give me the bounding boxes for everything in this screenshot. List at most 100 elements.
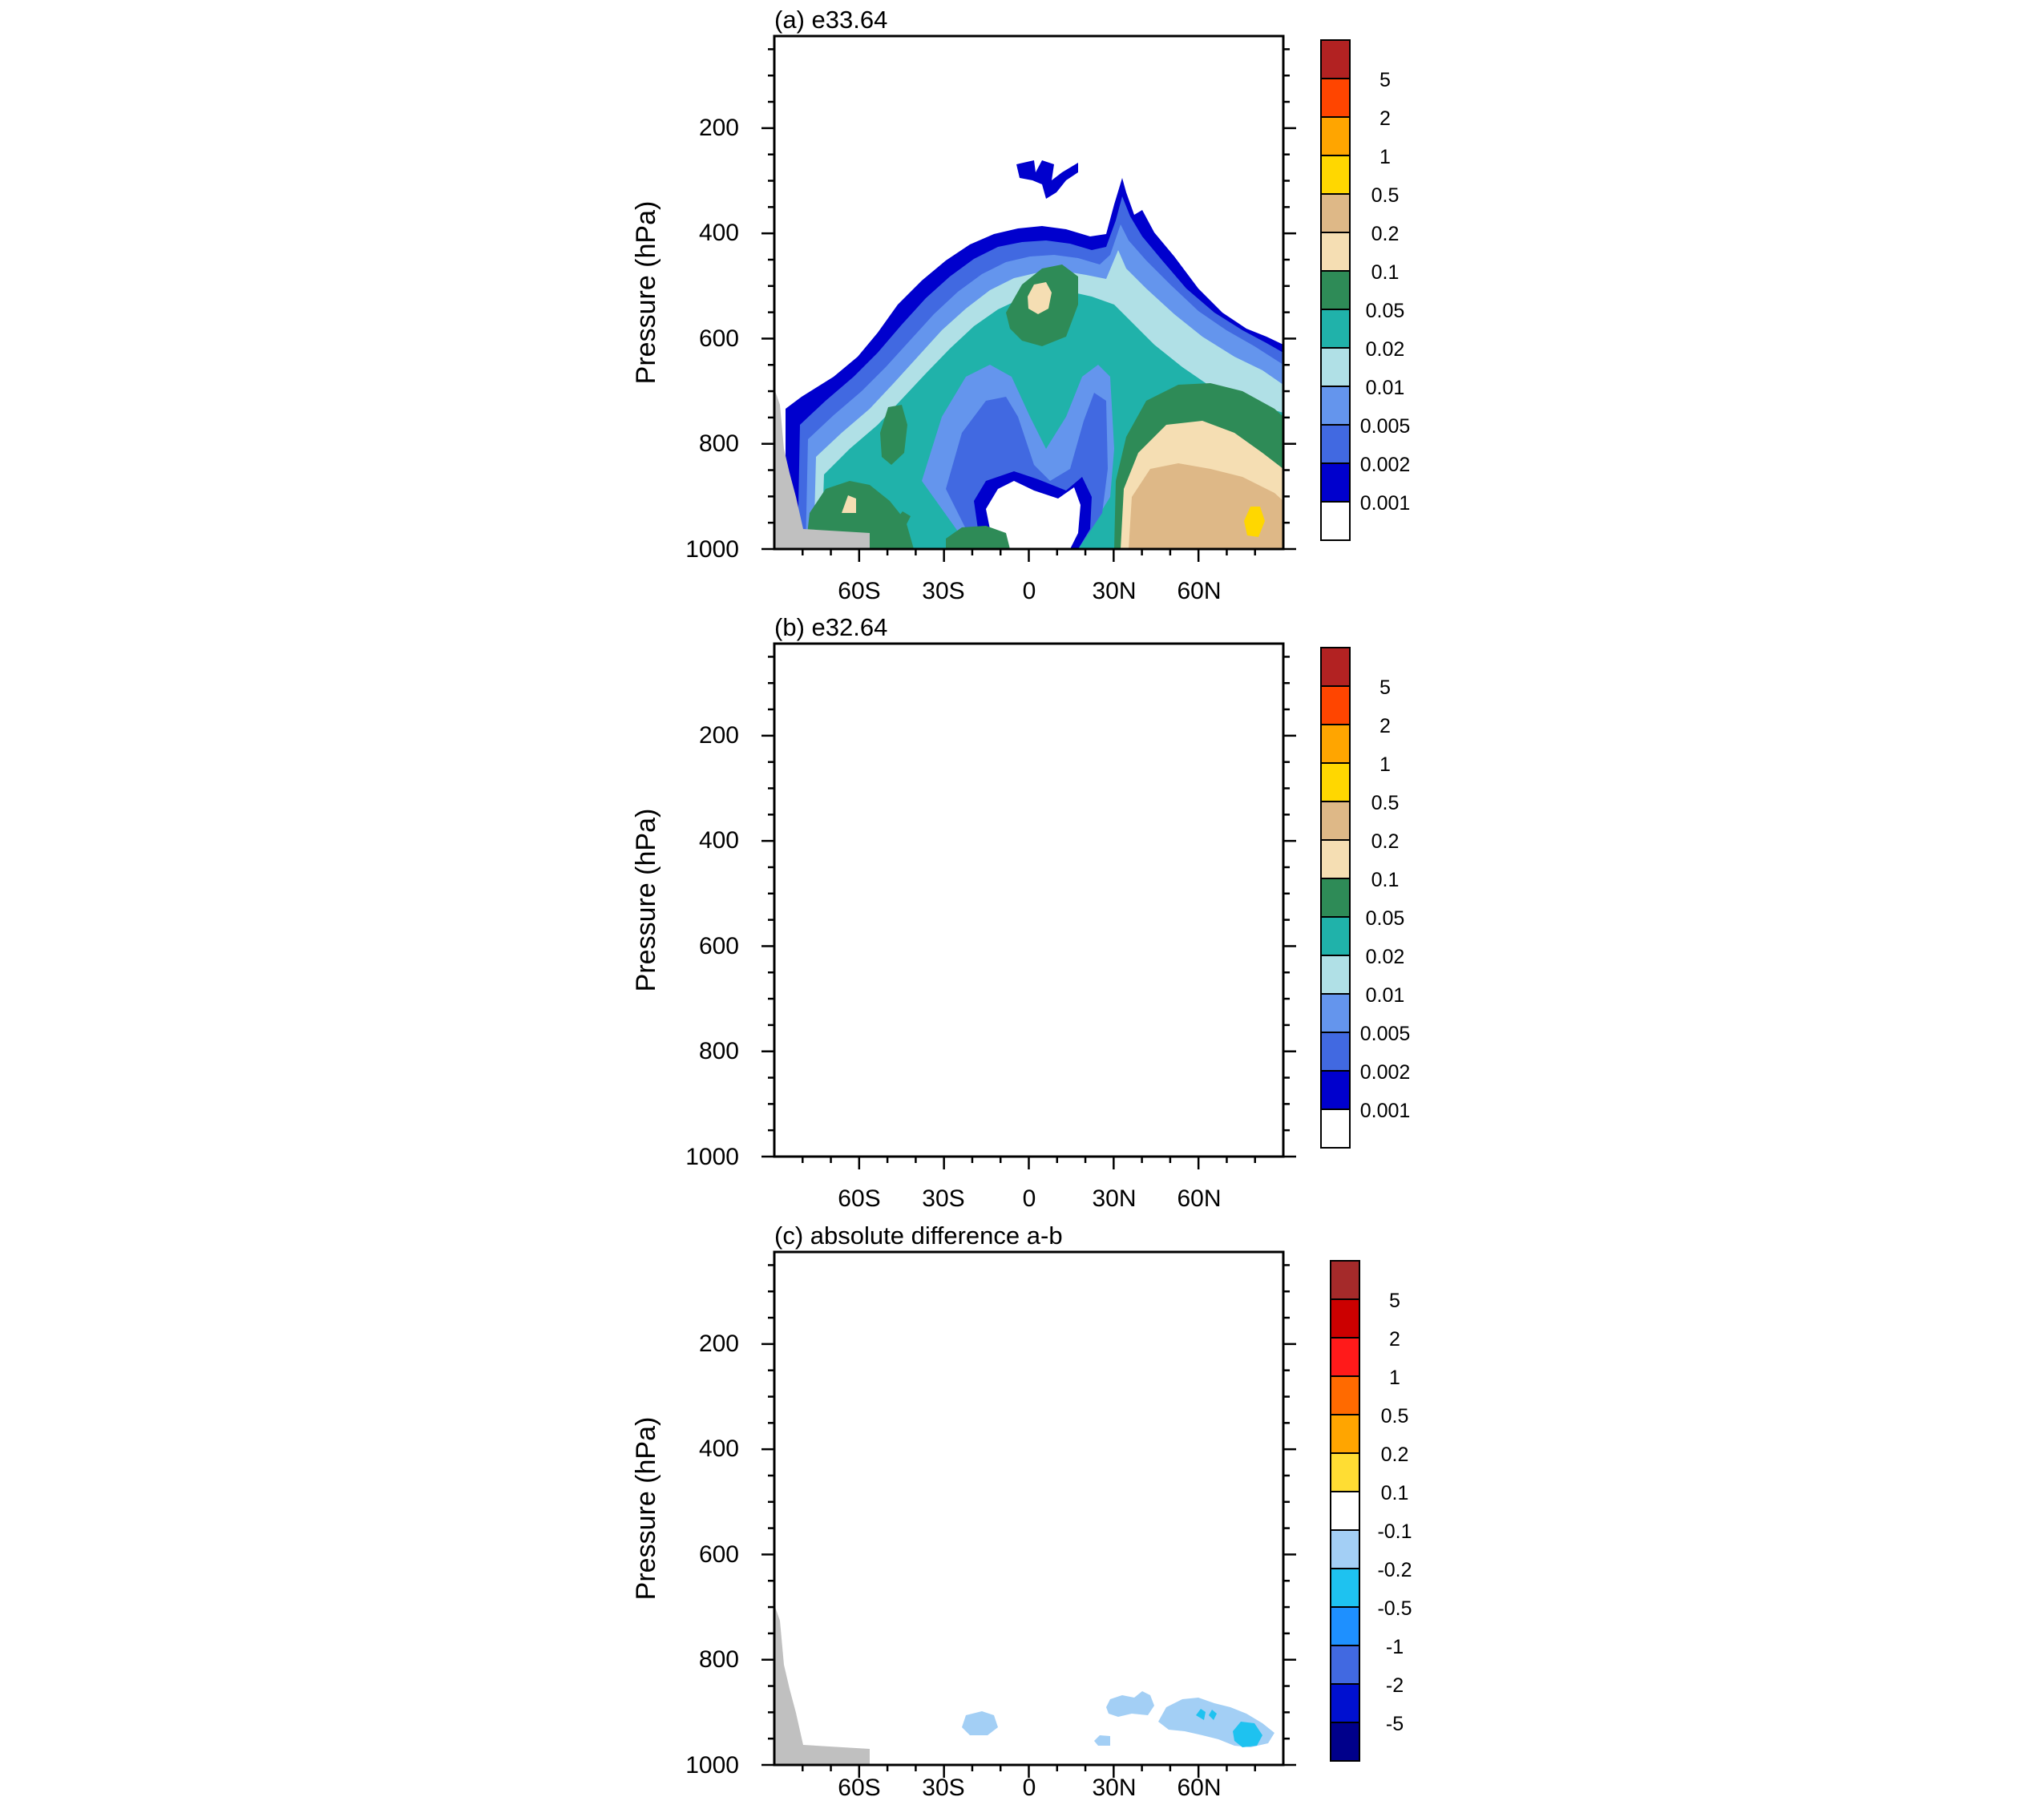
contour-a-strat-blob (1016, 160, 1078, 199)
panel-c-xticklabels: 60S 30S 0 30N 60N (838, 1775, 1221, 1801)
ytick-label: 200 (699, 1331, 739, 1357)
colorbar-label: 1 (1379, 753, 1391, 776)
panel-c-contours (774, 1605, 1274, 1765)
panel-b-colorbar-labels: 5 2 1 0.5 0.2 0.1 0.05 0.02 0.01 0.005 0… (1360, 676, 1411, 1122)
panel-a-title: (a) e33.64 (774, 6, 887, 34)
xtick-label: 60N (1177, 578, 1221, 604)
ytick-label: 400 (699, 1436, 739, 1462)
diff-c-north-core-3 (1209, 1710, 1217, 1720)
colorbar-swatch (1320, 955, 1351, 995)
diff-c-south (962, 1711, 998, 1735)
panel-a-xticklabels: 60S 30S 0 30N 60N (838, 578, 1221, 604)
diff-c-north-core-2 (1196, 1709, 1206, 1720)
ytick-label: 600 (699, 933, 739, 959)
panel-c-title: (c) absolute difference a-b (774, 1222, 1063, 1250)
colorbar-swatch (1330, 1375, 1360, 1415)
colorbar-swatch (1330, 1491, 1360, 1531)
colorbar-swatch (1320, 155, 1351, 195)
contour-b-0.05-strip (1113, 824, 1124, 860)
contour-b-0.002 (798, 796, 1283, 1157)
ytick-label: 1000 (685, 536, 739, 563)
colorbar-label: 0.001 (1360, 1100, 1411, 1122)
panel-b-title: (b) e32.64 (774, 613, 887, 641)
xtick-label: 30S (922, 1775, 964, 1801)
ytick-label: 400 (699, 827, 739, 854)
colorbar-swatch (1320, 424, 1351, 464)
colorbar-swatch (1320, 501, 1351, 541)
panel-a-ticks (761, 48, 1296, 562)
contour-b-0.05-top (1012, 874, 1060, 935)
contour-a-terrain (774, 389, 870, 549)
panel-c-colorbar (1330, 1260, 1360, 1762)
colorbar-label: -0.2 (1377, 1559, 1412, 1581)
colorbar-label: 0.05 (1366, 907, 1405, 930)
colorbar-swatch (1320, 839, 1351, 879)
colorbar-label: 0.005 (1360, 1023, 1411, 1045)
ytick-label: 800 (699, 1646, 739, 1673)
contour-a-0.05-blob-sfc (946, 526, 1010, 549)
colorbar-label: 2 (1379, 715, 1391, 737)
colorbar-label: 0.01 (1366, 984, 1405, 1007)
colorbar-swatch (1330, 1568, 1360, 1608)
panel-c-colorbar-labels: 5 2 1 0.5 0.2 0.1 -0.1 -0.2 -0.5 -1 -2 -… (1377, 1290, 1412, 1735)
panel-b-colorbar (1320, 647, 1351, 1149)
contour-b-0.005 (806, 826, 1283, 1157)
contour-a-dry-core (986, 481, 1081, 549)
colorbar-label: 0.1 (1371, 261, 1400, 284)
diff-c-north-1 (1106, 1691, 1154, 1717)
xtick-label: 60S (838, 578, 880, 604)
colorbar-label: -5 (1386, 1713, 1404, 1735)
contour-b-0.1-blob-sfc (958, 1138, 998, 1157)
contour-b-0.5-north-2 (1226, 1114, 1257, 1146)
contour-b-0.02 (822, 898, 1283, 1157)
panel-a-yticklabels: 200 400 600 800 1000 (685, 115, 739, 563)
panel-a-ylabel: Pressure (hPa) (631, 201, 661, 385)
colorbar-label: 1 (1379, 146, 1391, 168)
colorbar-label: 0.05 (1366, 300, 1405, 322)
xtick-label: 0 (1023, 578, 1036, 604)
contour-b-0.01 (814, 852, 1283, 1157)
colorbar-swatch (1320, 39, 1351, 79)
colorbar-label: 0.5 (1381, 1405, 1409, 1427)
colorbar-swatch (1320, 270, 1351, 310)
ytick-label: 200 (699, 722, 739, 749)
colorbar-label: -0.1 (1377, 1520, 1412, 1543)
panel-b-yticklabels: 200 400 600 800 1000 (685, 722, 739, 1170)
colorbar-swatch (1330, 1645, 1360, 1685)
colorbar-label: 0.02 (1366, 338, 1405, 361)
panel-b-xticklabels: 60S 30S 0 30N 60N (838, 1185, 1221, 1212)
ytick-label: 1000 (685, 1144, 739, 1170)
colorbar-swatch (1330, 1298, 1360, 1339)
ytick-label: 1000 (685, 1752, 739, 1779)
ytick-label: 600 (699, 325, 739, 352)
xtick-label: 30S (922, 1185, 964, 1212)
colorbar-label: -1 (1386, 1636, 1404, 1658)
colorbar-label: 0.02 (1366, 946, 1405, 968)
colorbar-label: 0.5 (1371, 792, 1400, 814)
contour-a-0.5-north (1244, 507, 1265, 537)
contour-b-0.05-north (1098, 983, 1283, 1157)
contour-a-0.1-south (842, 495, 856, 513)
diff-c-terrain (774, 1605, 870, 1765)
ytick-label: 800 (699, 430, 739, 457)
contour-b-0.002-dry (946, 996, 1108, 1157)
contour-b-0.2-north (1113, 1072, 1283, 1157)
colorbar-swatch (1330, 1683, 1360, 1723)
colorbar-label: 0.5 (1371, 184, 1400, 207)
contour-a-0.05-spot (896, 511, 911, 526)
ytick-label: 600 (699, 1541, 739, 1568)
colorbar-swatch (1320, 193, 1351, 233)
panel-a: (a) e33.64 Pressure (hPa) (631, 6, 1410, 604)
colorbar-swatch (1320, 685, 1351, 725)
contour-b-0.05-blob-sfc (946, 1129, 1012, 1157)
colorbar-label: 5 (1389, 1290, 1400, 1312)
panel-c: (c) absolute difference a-b Pressure (hP… (631, 1222, 1412, 1801)
panel-b-ticks (761, 656, 1296, 1169)
colorbar-swatch (1320, 916, 1351, 956)
colorbar-swatch (1320, 347, 1351, 387)
colorbar-label: 5 (1379, 69, 1391, 91)
ytick-label: 200 (699, 115, 739, 141)
contour-b-0.1-south (816, 1108, 866, 1143)
panel-c-frame (773, 1250, 1285, 1767)
